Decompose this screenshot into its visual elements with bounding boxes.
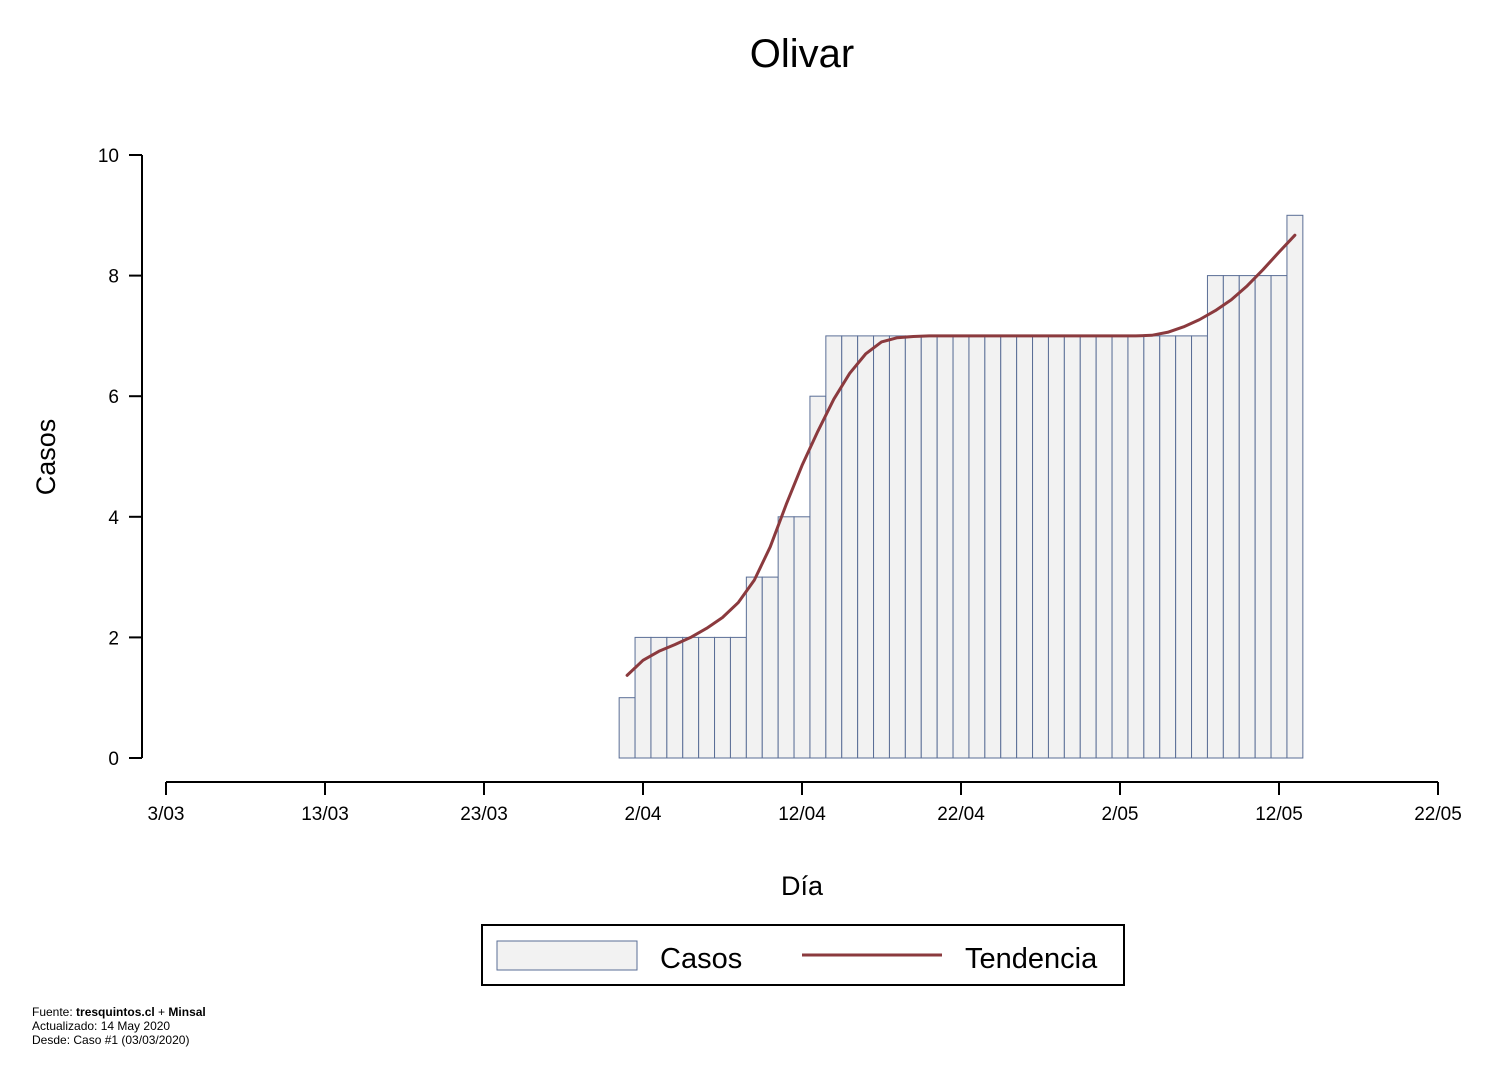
bar (984, 335, 1002, 759)
trend-series (625, 233, 1297, 677)
bar (793, 516, 811, 759)
x-tick-label: 23/03 (460, 804, 508, 825)
footnote-source-site: tresquintos.cl (76, 1005, 155, 1019)
y-tick-label: 0 (108, 749, 119, 770)
bar (1095, 335, 1113, 759)
bar (952, 335, 970, 759)
bar (809, 395, 827, 759)
bar (873, 335, 890, 759)
bar (1127, 335, 1145, 759)
bar (714, 636, 731, 759)
bar (888, 335, 906, 759)
footnote-since: Desde: Caso #1 (03/03/2020) (32, 1033, 190, 1047)
bar (1143, 335, 1161, 759)
x-tick-label: 2/04 (625, 804, 662, 825)
bar-series (618, 214, 1304, 759)
bar (1222, 275, 1240, 759)
bar (729, 636, 747, 759)
bar (936, 335, 954, 759)
footnote-source-prefix: Fuente: (32, 1005, 77, 1019)
legend-swatch-casos (496, 940, 638, 971)
chart-title: Olivar (750, 32, 854, 76)
bar (745, 576, 763, 759)
bar (1016, 335, 1034, 759)
bar (682, 636, 700, 759)
x-tick-label: 12/05 (1255, 804, 1303, 825)
bar (1063, 335, 1081, 759)
x-tick-label: 3/03 (148, 804, 185, 825)
bar (1238, 275, 1256, 759)
x-tick-label: 12/04 (778, 804, 826, 825)
y-tick-label: 8 (108, 267, 119, 288)
legend-label-tendencia: Tendencia (965, 943, 1098, 975)
y-tick-label: 4 (108, 508, 119, 529)
trend-line (625, 233, 1297, 677)
bar (761, 576, 779, 759)
bar (1079, 335, 1097, 759)
x-tick-label: 13/03 (301, 804, 349, 825)
bar (1206, 275, 1224, 759)
bar (904, 335, 922, 759)
x-tick-label: 2/05 (1102, 804, 1139, 825)
bar (857, 335, 875, 759)
x-axis: 3/03 13/03 23/03 2/04 12/04 22/04 2/05 12/05 22/… (148, 781, 1462, 825)
y-axis: 0 2 4 6 8 10 (98, 146, 143, 770)
x-axis-label: Día (781, 871, 824, 901)
bar (1000, 335, 1018, 759)
footnote-source: Fuente: tresquintos.cl + Minsal (32, 1005, 206, 1019)
bar (841, 335, 859, 759)
bar (1111, 335, 1129, 759)
bar (1047, 335, 1065, 759)
footnote-source-org: Minsal (168, 1005, 206, 1019)
footnote: Fuente: tresquintos.cl + Minsal Actualiz… (32, 1005, 206, 1047)
y-tick-label: 6 (108, 387, 119, 408)
bar (1175, 335, 1193, 759)
footnote-updated: Actualizado: 14 May 2020 (32, 1019, 171, 1033)
bar (666, 636, 684, 759)
y-axis-label: Casos (31, 419, 61, 496)
bar (1254, 275, 1272, 759)
bar (777, 516, 795, 759)
legend-label-casos: Casos (660, 943, 742, 975)
bar (968, 335, 986, 759)
x-tick-label: 22/04 (937, 804, 985, 825)
legend: Casos Tendencia (481, 924, 1125, 986)
bar (698, 636, 716, 759)
x-tick-label: 22/05 (1414, 804, 1462, 825)
bar (618, 697, 636, 759)
footnote-source-join: + (154, 1005, 169, 1019)
bar (1286, 214, 1304, 759)
bar (1270, 275, 1288, 759)
bar (920, 335, 938, 759)
y-tick-label: 2 (108, 628, 119, 649)
bar (1032, 335, 1049, 759)
bar (1191, 335, 1208, 759)
y-tick-label: 10 (98, 146, 119, 167)
bar (1159, 335, 1177, 759)
